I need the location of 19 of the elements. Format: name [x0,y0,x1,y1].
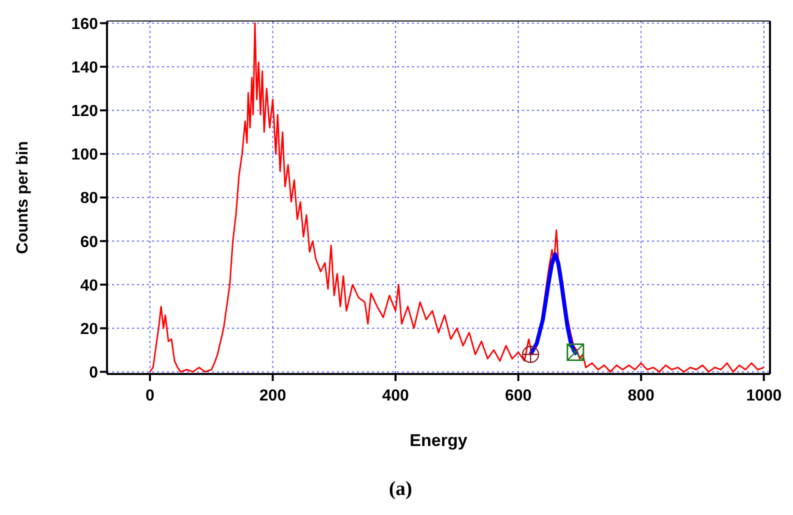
y-tick-label: 20 [80,320,98,338]
x-tick-label: 0 [146,387,155,404]
y-tick-label: 60 [80,234,98,251]
y-tick-label: 100 [71,146,98,164]
y-tick-label: 140 [71,59,98,76]
y-tick-label: 120 [71,103,98,120]
x-tick-label: 1000 [746,387,782,404]
y-tick-label: 160 [71,16,98,33]
x-tick-label: 200 [259,387,286,404]
x-tick-label: 600 [504,387,532,404]
line-series [149,22,765,373]
y-axis-title: Counts per bin [14,141,32,254]
y-tick-label: 0 [89,364,98,382]
text: (a) [388,478,414,501]
x-axis-title: Energy [410,431,468,450]
x-tick-label: 800 [628,387,655,404]
y-tick-label: 80 [80,190,98,208]
x-tick-label: 400 [382,387,409,404]
y-tick-label: 40 [80,277,98,294]
